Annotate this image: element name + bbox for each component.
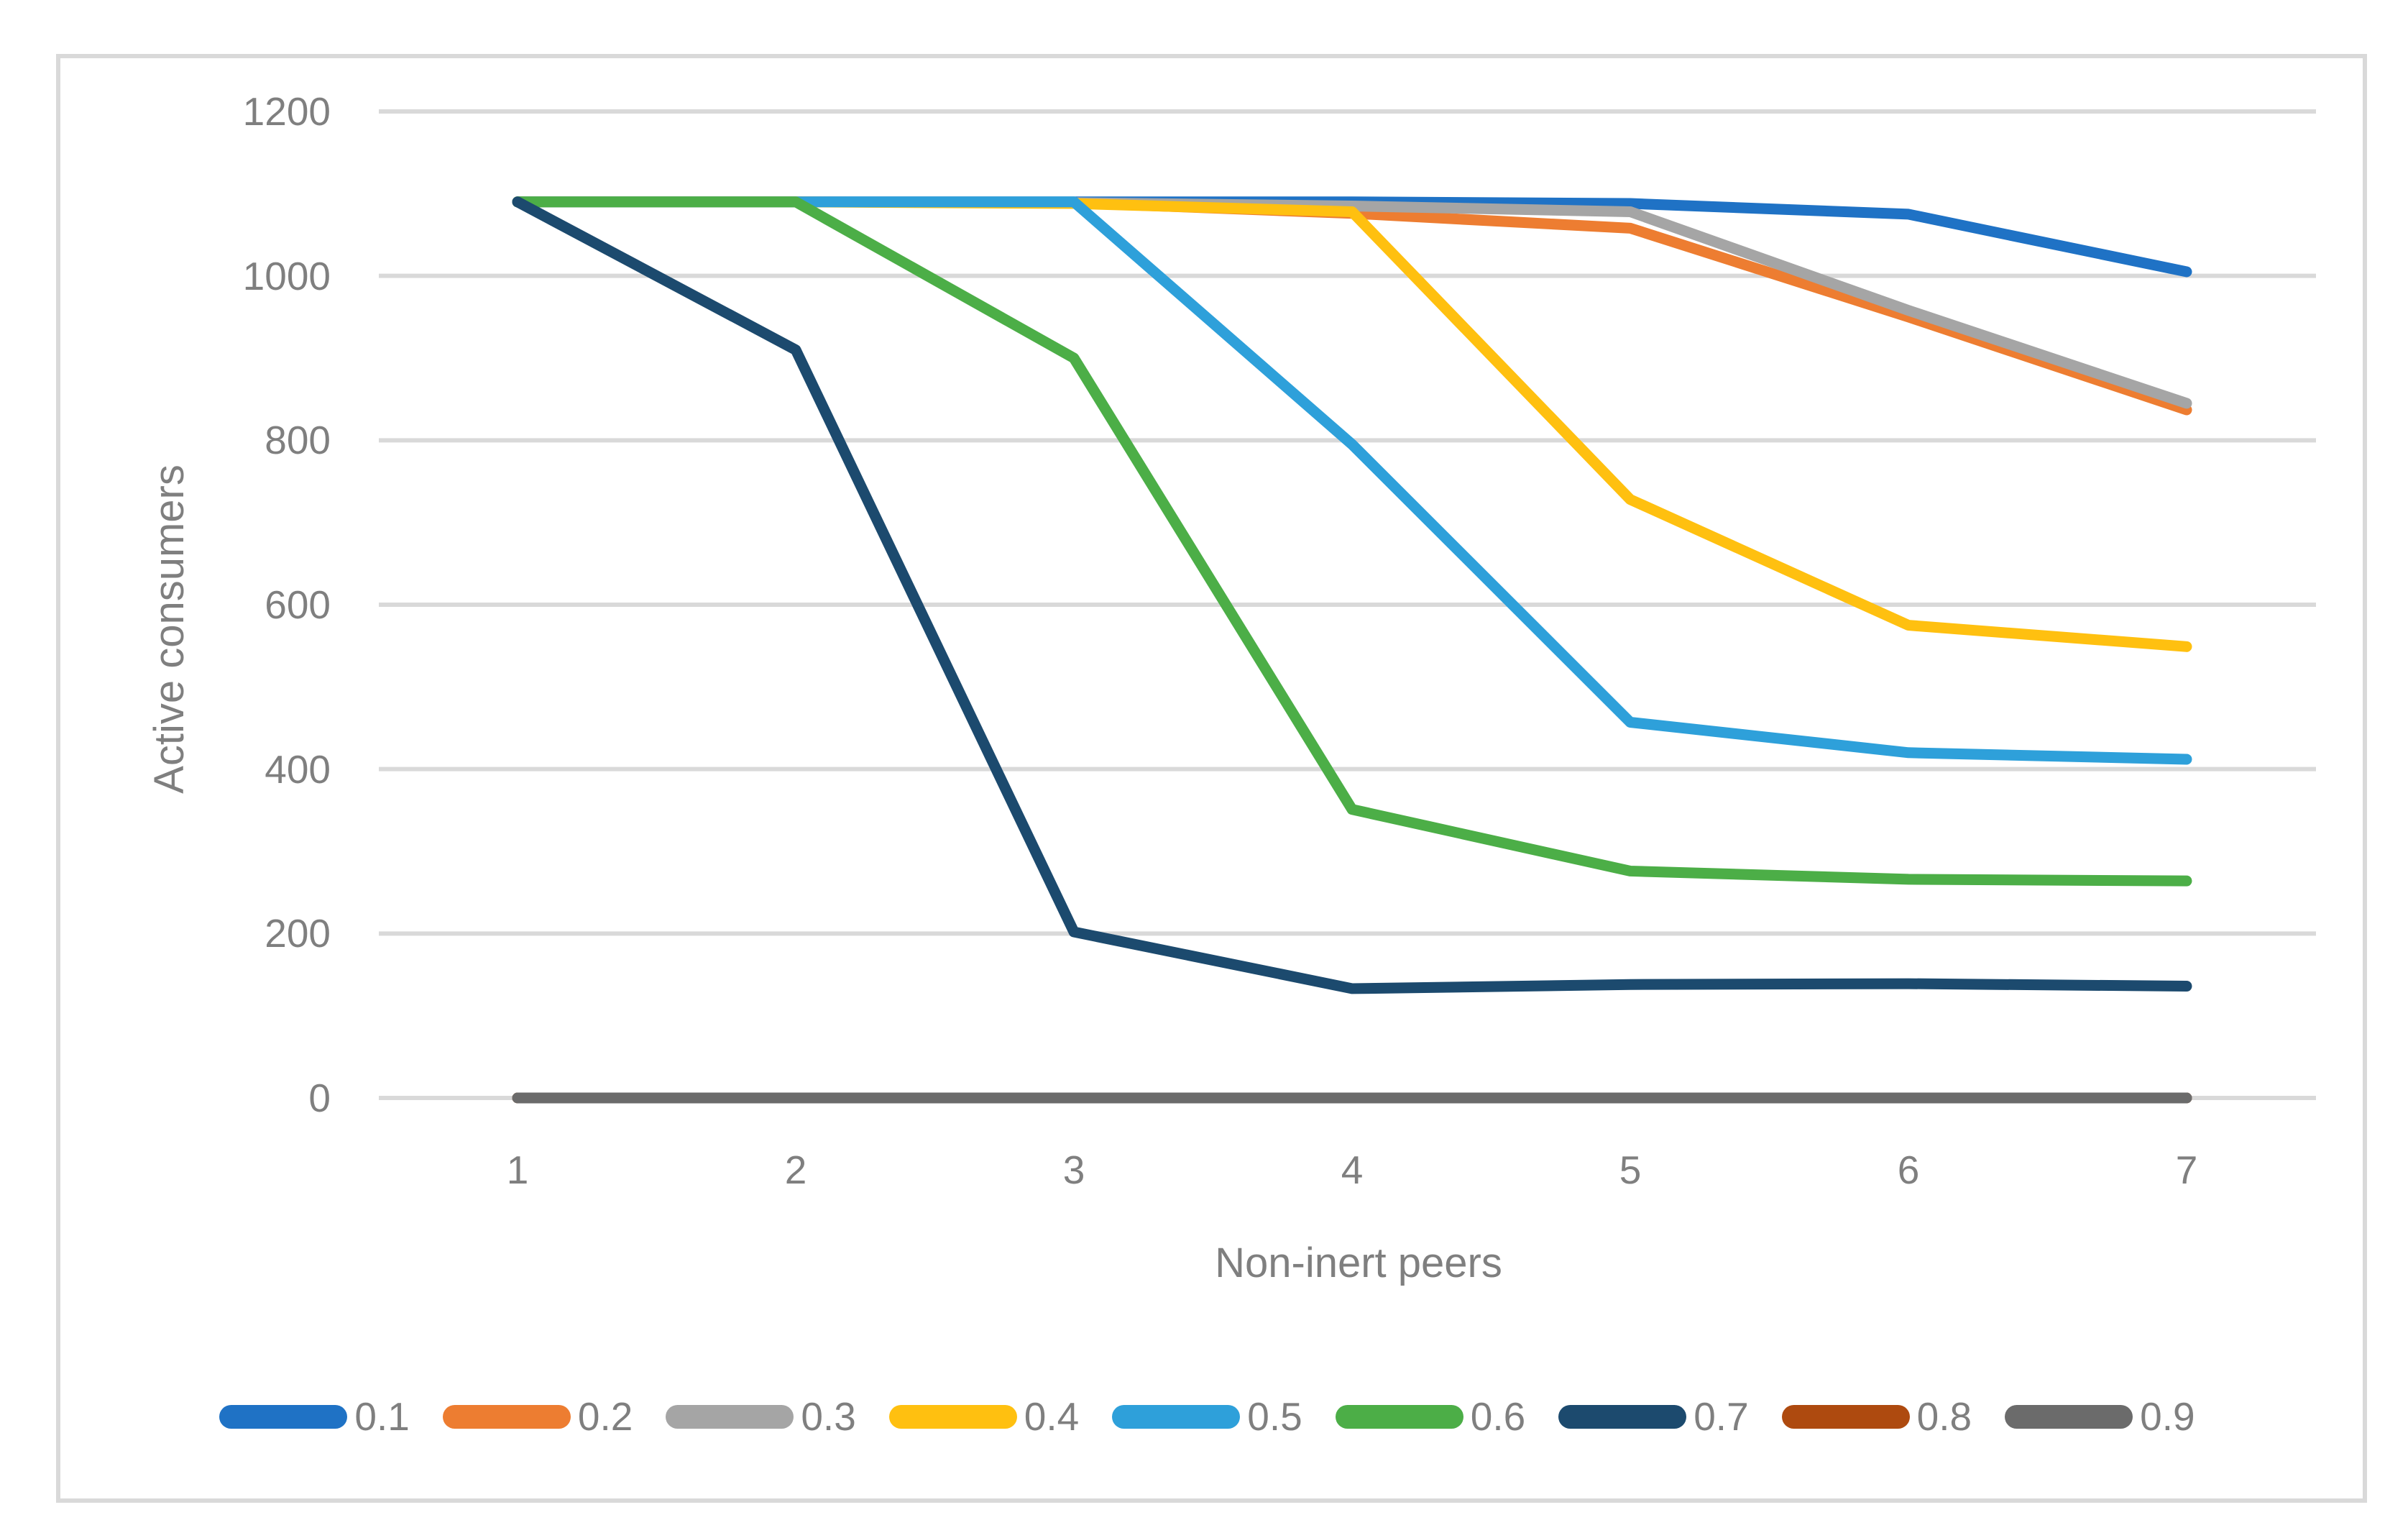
legend-item-0.7[interactable]: 0.7 bbox=[1558, 1393, 1749, 1439]
legend-item-0.6[interactable]: 0.6 bbox=[1335, 1393, 1526, 1439]
legend-swatch-0.6 bbox=[1335, 1404, 1463, 1429]
y-axis-title: Active consumers bbox=[146, 464, 193, 794]
series-line-0.2 bbox=[512, 196, 2192, 416]
x-tick-label-4: 4 bbox=[1341, 1148, 1364, 1192]
x-axis-title: Non-inert peers bbox=[1215, 1240, 1502, 1286]
x-tick-label-3: 3 bbox=[1062, 1148, 1085, 1192]
legend-label-0.1: 0.1 bbox=[354, 1394, 410, 1439]
legend-label-0.2: 0.2 bbox=[577, 1394, 633, 1439]
x-tick-label-7: 7 bbox=[2175, 1148, 2198, 1192]
legend-swatch-0.3 bbox=[666, 1404, 794, 1429]
series-lines bbox=[512, 196, 2192, 1104]
series-line-0.4 bbox=[512, 196, 2192, 652]
legend-label-0.4: 0.4 bbox=[1024, 1394, 1080, 1439]
legend-item-0.8[interactable]: 0.8 bbox=[1781, 1393, 1972, 1439]
legend-label-0.8: 0.8 bbox=[1916, 1394, 1972, 1439]
series-line-0.6 bbox=[512, 196, 2192, 887]
legend-item-0.4[interactable]: 0.4 bbox=[888, 1393, 1080, 1439]
legend-item-0.9[interactable]: 0.9 bbox=[2005, 1393, 2195, 1439]
legend-swatch-0.9 bbox=[2005, 1404, 2133, 1429]
legend-item-0.5[interactable]: 0.5 bbox=[1112, 1393, 1302, 1439]
legend-label-0.6: 0.6 bbox=[1470, 1394, 1526, 1439]
y-tick-label-0: 0 bbox=[308, 1076, 331, 1120]
legend-swatch-0.4 bbox=[888, 1404, 1017, 1429]
y-tick-label-1000: 1000 bbox=[242, 253, 331, 298]
legend-item-0.3[interactable]: 0.3 bbox=[666, 1393, 856, 1439]
legend-swatch-0.1 bbox=[219, 1404, 348, 1429]
x-tick-label-2: 2 bbox=[784, 1148, 807, 1192]
legend-swatch-0.5 bbox=[1112, 1404, 1241, 1429]
gridlines bbox=[379, 109, 2316, 1100]
legend-item-0.1[interactable]: 0.1 bbox=[219, 1393, 410, 1439]
y-tick-label-200: 200 bbox=[265, 911, 331, 956]
x-tick-label-1: 1 bbox=[506, 1148, 529, 1192]
legend-swatch-0.7 bbox=[1558, 1404, 1687, 1429]
series-line-0.3 bbox=[512, 196, 2192, 409]
series-line-0.5 bbox=[512, 196, 2192, 765]
chart-area-border bbox=[56, 54, 2367, 1503]
y-tick-label-600: 600 bbox=[265, 582, 331, 627]
x-tick-label-5: 5 bbox=[1619, 1148, 1642, 1192]
legend-swatch-0.8 bbox=[1781, 1404, 1910, 1429]
legend-label-0.5: 0.5 bbox=[1247, 1394, 1302, 1439]
legend-label-0.7: 0.7 bbox=[1694, 1394, 1749, 1439]
y-tick-label-1200: 1200 bbox=[242, 89, 331, 134]
legend-label-0.3: 0.3 bbox=[801, 1394, 856, 1439]
y-tick-label-800: 800 bbox=[265, 418, 331, 463]
legend: 0.1 0.2 0.3 0.4 0.5 0.6 0.7 0.8 0.9 bbox=[56, 1393, 2358, 1439]
y-tick-label-400: 400 bbox=[265, 746, 331, 792]
series-line-0.7 bbox=[512, 196, 2192, 994]
x-tick-label-6: 6 bbox=[1897, 1148, 1920, 1192]
legend-label-0.9: 0.9 bbox=[2140, 1394, 2195, 1439]
legend-swatch-0.2 bbox=[442, 1404, 571, 1429]
legend-item-0.2[interactable]: 0.2 bbox=[442, 1393, 633, 1439]
